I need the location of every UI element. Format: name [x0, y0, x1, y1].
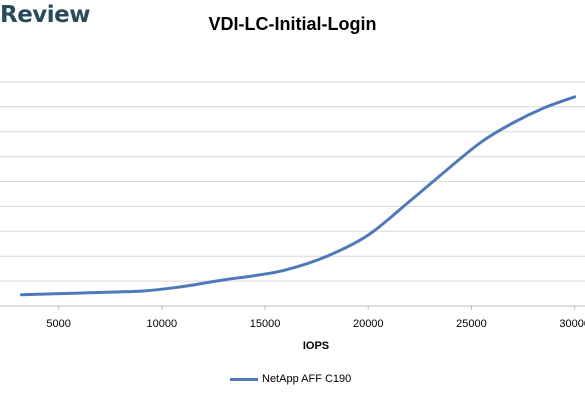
brand-logo-text: Review	[0, 2, 91, 28]
x-tick-label: 25000	[456, 318, 487, 330]
legend-label-netapp-aff-c190: NetApp AFF C190	[262, 373, 352, 385]
chart-title: VDI-LC-Initial-Login	[208, 14, 377, 34]
x-tick-labels: 5000 10000 15000 20000 25000 30000	[46, 318, 585, 330]
x-tick-label: 10000	[147, 318, 178, 330]
x-axis-title: IOPS	[303, 340, 329, 352]
x-axis	[0, 305, 585, 310]
series-line-netapp-aff-c190	[20, 95, 577, 297]
x-tick-label: 20000	[353, 318, 384, 330]
legend-swatch-netapp-aff-c190	[230, 377, 258, 381]
x-tick-label: 15000	[250, 318, 281, 330]
series-layer	[20, 95, 577, 297]
legend: NetApp AFF C190	[230, 373, 351, 385]
x-tick-label: 5000	[46, 318, 70, 330]
x-tick-label: 30000	[559, 318, 585, 330]
gridlines	[0, 81, 585, 282]
